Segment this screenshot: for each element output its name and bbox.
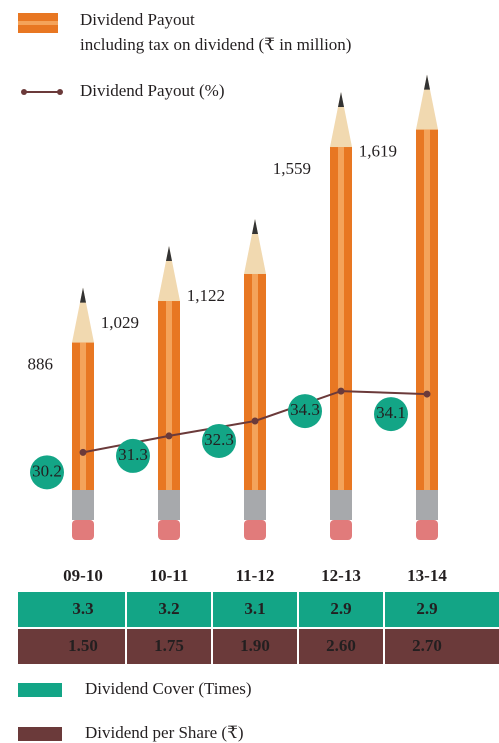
- pencil-stripe: [252, 273, 258, 490]
- pencil-wood: [244, 218, 266, 274]
- legend-dot: [21, 89, 27, 95]
- pencil-lead: [252, 218, 258, 234]
- bar-value-label: 1,122: [187, 286, 225, 305]
- bar-value-label: 1,619: [359, 141, 397, 160]
- pencil-wood: [72, 287, 94, 343]
- pencil-bar: [244, 218, 266, 540]
- pencil-eraser: [158, 520, 180, 540]
- value-bubble: [374, 397, 408, 432]
- table-cell: 2.60: [326, 636, 356, 655]
- pencil-lead: [166, 246, 172, 262]
- legend-label: Dividend Cover (Times): [85, 679, 252, 698]
- table-cell: 2.9: [416, 599, 437, 618]
- pencil-ferrule: [72, 490, 94, 520]
- legend-label: Dividend per Share (₹): [85, 723, 244, 742]
- legend-swatch: [18, 683, 62, 697]
- x-tick-label: 10-11: [150, 566, 189, 585]
- pencil-stripe: [338, 147, 344, 490]
- table-cell: 3.2: [158, 599, 179, 618]
- table-cell: 3.1: [244, 599, 265, 618]
- value-bubble: [30, 455, 64, 490]
- line-value-label: 34.3: [290, 400, 320, 419]
- line-point: [165, 432, 173, 440]
- pencil-stripe: [166, 301, 172, 490]
- pencil-bar: [72, 287, 94, 540]
- x-tick-label: 11-12: [236, 566, 275, 585]
- legend-swatch: [18, 727, 62, 741]
- pencil-eraser: [244, 520, 266, 540]
- pencil-wood: [330, 92, 352, 148]
- x-tick-label: 12-13: [321, 566, 361, 585]
- table-cell: 3.3: [72, 599, 93, 618]
- pencil-bar: [158, 246, 180, 540]
- line-point: [337, 387, 345, 395]
- legend-dot: [57, 89, 63, 95]
- pencil-lead: [80, 287, 86, 303]
- table-cell: 1.50: [68, 636, 98, 655]
- pencil-ferrule: [244, 490, 266, 520]
- legend-note: including tax on dividend (₹ in million): [80, 35, 351, 54]
- line-value-label: 34.1: [376, 403, 406, 422]
- table-cell: 2.70: [412, 636, 442, 655]
- line-point: [79, 448, 87, 456]
- pencil-ferrule: [158, 490, 180, 520]
- line-value-label: 32.3: [204, 430, 234, 449]
- value-bubble: [202, 423, 236, 458]
- x-tick-label: 13-14: [407, 566, 447, 585]
- x-tick-label: 09-10: [63, 566, 103, 585]
- value-bubble: [288, 394, 322, 429]
- pencil-eraser: [416, 520, 438, 540]
- pencil-bar: [416, 74, 438, 540]
- value-bubble: [116, 438, 150, 473]
- line-value-label: 30.2: [32, 461, 62, 480]
- pencil-lead: [424, 74, 430, 90]
- table-row: [18, 629, 499, 664]
- legend-label: Dividend Payout: [80, 10, 195, 29]
- pencil-ferrule: [330, 490, 352, 520]
- table-cell: 1.75: [154, 636, 184, 655]
- pencil-wood: [416, 74, 438, 130]
- pencil-stripe: [424, 129, 430, 490]
- pencil-wood: [158, 246, 180, 302]
- pencil-eraser: [330, 520, 352, 540]
- pencil-lead: [338, 92, 344, 108]
- line-point: [423, 390, 431, 398]
- bar-value-label: 1,559: [273, 159, 311, 178]
- pencil-bar: [330, 92, 352, 540]
- table-row: [18, 592, 499, 627]
- bar-value-label: 886: [28, 354, 54, 373]
- table-cell: 1.90: [240, 636, 270, 655]
- pencil-stripe: [80, 342, 86, 490]
- line-point: [251, 417, 259, 425]
- bar-value-label: 1,029: [101, 313, 139, 332]
- legend-label: Dividend Payout (%): [80, 81, 224, 100]
- pencil-eraser: [72, 520, 94, 540]
- line-value-label: 31.3: [118, 445, 148, 464]
- legend-swatch-stripe: [18, 21, 58, 25]
- pencil-ferrule: [416, 490, 438, 520]
- table-cell: 2.9: [330, 599, 351, 618]
